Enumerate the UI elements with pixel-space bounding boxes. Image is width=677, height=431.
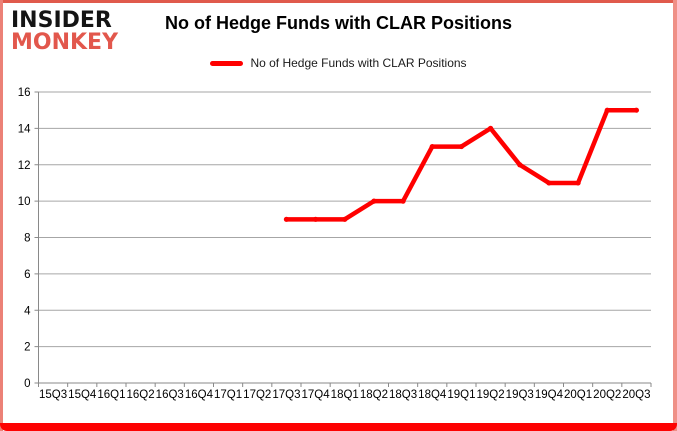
chart-legend: No of Hedge Funds with CLAR Positions xyxy=(0,55,677,71)
frame-border-top xyxy=(0,0,677,3)
insider-monkey-logo: INSIDER MONKEY xyxy=(11,9,118,55)
x-axis-tick-label: 19Q1 xyxy=(447,389,475,401)
x-axis-tick-label: 18Q3 xyxy=(389,389,417,401)
x-axis-tick-label: 20Q2 xyxy=(593,389,621,401)
x-axis-tick-label: 19Q2 xyxy=(477,389,505,401)
data-point xyxy=(371,198,377,204)
x-axis-tick-label: 17Q4 xyxy=(302,389,331,401)
frame-border-right xyxy=(673,0,677,431)
data-point xyxy=(517,162,523,168)
legend-line-swatch xyxy=(210,60,244,66)
y-axis-tick-label: 14 xyxy=(18,123,31,135)
x-axis-tick-label: 15Q3 xyxy=(39,389,67,401)
y-axis-tick-label: 16 xyxy=(18,87,31,99)
x-axis-tick-label: 19Q3 xyxy=(506,389,534,401)
data-point xyxy=(283,216,290,222)
legend-label: No of Hedge Funds with CLAR Positions xyxy=(250,56,467,70)
logo-line-monkey: MONKEY xyxy=(11,30,119,55)
y-axis-tick-label: 0 xyxy=(24,378,30,390)
y-axis-tick-label: 4 xyxy=(24,305,31,317)
data-point xyxy=(458,143,465,150)
x-axis-tick-label: 18Q2 xyxy=(360,389,388,401)
data-point xyxy=(604,107,610,113)
x-axis-tick-label: 19Q4 xyxy=(535,389,564,401)
x-axis-tick-label: 15Q4 xyxy=(68,389,97,401)
data-point xyxy=(342,216,348,222)
x-axis-tick-label: 18Q4 xyxy=(418,389,447,401)
x-axis-tick-label: 17Q3 xyxy=(272,389,300,401)
x-axis-tick-label: 17Q1 xyxy=(214,389,242,401)
y-axis-tick-label: 2 xyxy=(24,342,30,354)
y-axis-tick-label: 10 xyxy=(18,196,31,208)
x-axis-tick-label: 17Q2 xyxy=(243,389,271,401)
x-axis-tick-label: 20Q3 xyxy=(622,389,650,401)
page-title: No of Hedge Funds with CLAR Positions xyxy=(165,13,512,33)
data-point xyxy=(575,180,581,186)
frame-border-left xyxy=(0,0,3,431)
data-point xyxy=(429,143,435,150)
y-axis-tick-label: 6 xyxy=(24,269,30,281)
data-point xyxy=(400,198,406,204)
x-axis-tick-label: 16Q2 xyxy=(127,389,155,401)
frame-border-bottom xyxy=(0,423,677,431)
x-axis-tick-label: 16Q3 xyxy=(156,389,184,401)
x-axis-tick-label: 16Q1 xyxy=(97,389,125,401)
x-axis-tick-label: 16Q4 xyxy=(185,389,214,401)
data-point xyxy=(546,180,552,186)
y-axis-tick-label: 8 xyxy=(24,233,30,245)
data-point xyxy=(487,125,494,131)
x-axis-tick-label: 18Q1 xyxy=(331,389,359,401)
data-point xyxy=(312,216,319,222)
logo-line-insider: INSIDER xyxy=(11,8,112,33)
data-point xyxy=(633,107,640,113)
y-axis-tick-label: 12 xyxy=(18,160,31,172)
x-axis-tick-label: 20Q1 xyxy=(564,389,592,401)
